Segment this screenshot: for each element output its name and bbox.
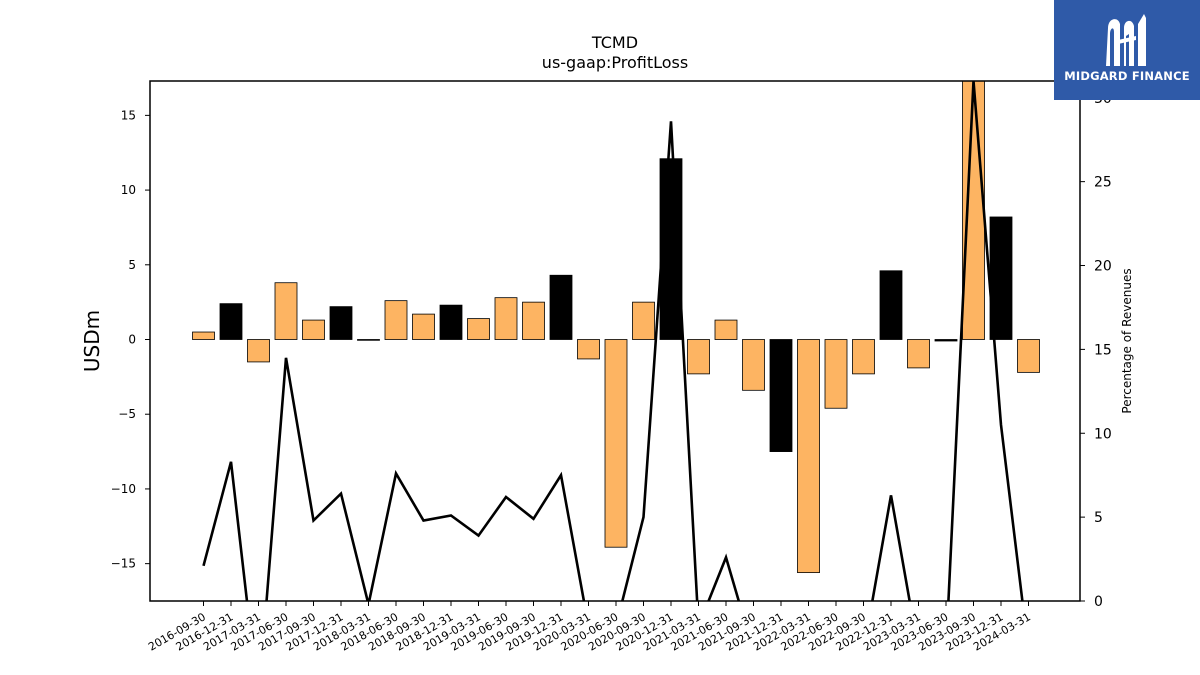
y-tick-label: 15 [121, 108, 136, 122]
y-tick-label: 5 [128, 258, 136, 272]
bar-2021-06-30 [714, 319, 738, 340]
logo-text: MIDGARD FINANCE [1064, 69, 1190, 83]
bar-2017-03-31 [247, 339, 270, 363]
y-tick-label: 0 [128, 333, 136, 347]
bar-2020-06-30 [604, 339, 628, 548]
y-tick-label: −15 [111, 557, 136, 571]
bar-2021-12-31 [769, 339, 793, 452]
bar-2023-03-31 [907, 339, 930, 369]
right-y-tick-label: 20 [1094, 259, 1112, 275]
bar-2017-12-31 [329, 306, 353, 340]
bar-2024-03-31 [1017, 339, 1040, 373]
bar-2016-12-31 [219, 303, 243, 340]
bar-2021-09-30 [742, 339, 765, 391]
right-y-tick-label: 10 [1094, 426, 1112, 442]
y-tick-label: −10 [111, 482, 136, 496]
bar-2017-06-30 [274, 282, 298, 340]
bar-2019-09-30 [522, 301, 545, 340]
right-y-tick-label: 15 [1094, 342, 1112, 358]
bar-2018-12-31 [439, 304, 463, 340]
bar-2018-09-30 [412, 313, 435, 340]
bar-2022-06-30 [824, 339, 848, 409]
bar-2022-12-31 [879, 270, 903, 340]
bar-2021-03-31 [687, 339, 710, 375]
bar-series [192, 81, 1040, 574]
right-y-tick-label: 0 [1094, 594, 1103, 610]
plot-frame [149, 80, 1081, 602]
chart-title: TCMD [591, 33, 638, 52]
bar-2023-06-30 [934, 339, 958, 342]
logo-mark-icon [1106, 14, 1146, 66]
x-axis-ticks: 2016-09-302016-12-312017-03-312017-06-30… [146, 601, 1033, 654]
bar-2019-03-31 [467, 318, 490, 340]
bar-2019-12-31 [549, 274, 573, 340]
bar-2023-09-30 [962, 81, 985, 340]
bar-2016-09-30 [192, 331, 215, 340]
right-y-axis-ticks: 051015202530 [1080, 91, 1112, 610]
bar-2020-09-30 [632, 301, 655, 340]
bar-2022-09-30 [852, 339, 875, 375]
line-series [202, 81, 1024, 601]
left-y-axis-ticks: −15 −10 −5 0 5 10 15 [111, 108, 150, 571]
right-y-axis-label: Percentage of Revenues [1120, 268, 1134, 413]
y-axis-label: USDm [80, 310, 104, 372]
brand-logo: MIDGARD FINANCE [1054, 0, 1200, 100]
bar-2022-03-31 [797, 339, 820, 574]
right-y-tick-label: 5 [1094, 510, 1103, 526]
bar-2018-03-31 [357, 339, 380, 341]
chart-subtitle: us-gaap:ProfitLoss [542, 53, 688, 72]
percentage-line [202, 81, 1024, 601]
bar-2019-06-30 [494, 297, 518, 340]
bar-2020-03-31 [577, 339, 600, 360]
bar-2018-06-30 [384, 300, 408, 340]
right-y-tick-label: 25 [1094, 175, 1112, 191]
bar-2017-09-30 [302, 319, 325, 340]
y-tick-label: 10 [121, 183, 136, 197]
y-tick-label: −5 [118, 407, 136, 421]
